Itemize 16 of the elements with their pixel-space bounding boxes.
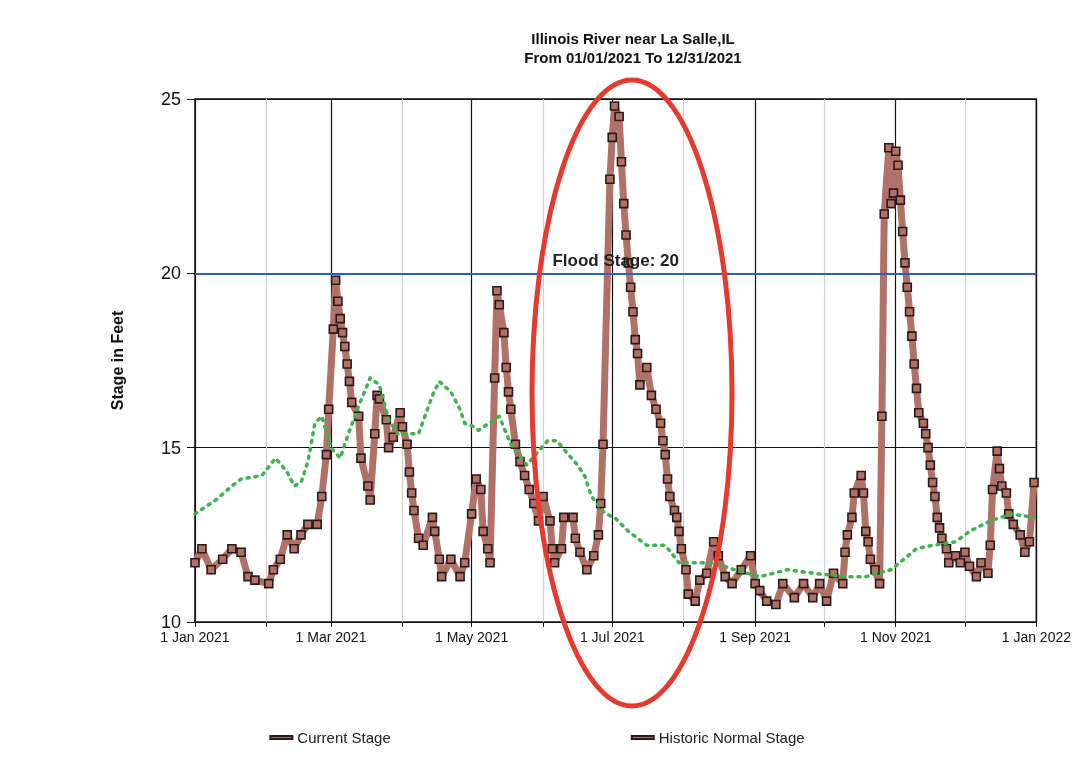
y-tick-label: 20 (160, 263, 181, 284)
x-tick-label: 1 May 2021 (435, 629, 509, 645)
x-tick-label: 1 Jul 2021 (579, 629, 645, 645)
legend-label: Current Stage (297, 729, 391, 746)
y-tick-label: 10 (160, 612, 181, 632)
y-tick-label: 15 (160, 437, 181, 458)
x-tick-label: 1 Sep 2021 (719, 629, 792, 645)
x-tick-label: 1 Jan 2021 (160, 629, 230, 645)
x-tick-label: 1 Nov 2021 (859, 629, 932, 645)
y-axis-title: Stage in Feet (108, 310, 126, 411)
x-tick-label: 1 Jan 2022 (1001, 629, 1072, 645)
chart-title: Illinois River near La Salle,IL (531, 30, 735, 47)
y-tick-label: 25 (160, 89, 181, 109)
x-tick-label: 1 Mar 2021 (295, 629, 367, 645)
chart-subtitle: From 01/01/2021 To 12/31/2021 (524, 49, 742, 66)
legend-label: Historic Normal Stage (658, 729, 805, 746)
